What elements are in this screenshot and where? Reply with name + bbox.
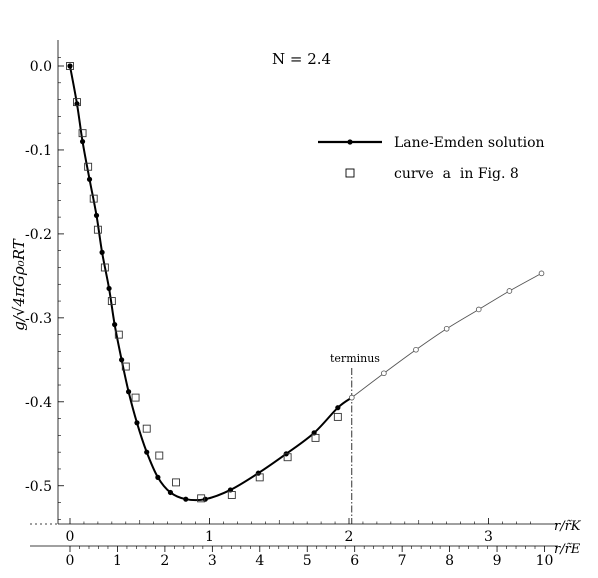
y-tick-label: -0.5 xyxy=(25,479,52,495)
x-tick-label-bottom: 0 xyxy=(66,553,75,569)
data-point-lane-emden xyxy=(106,285,112,292)
data-point-curve-a xyxy=(121,362,130,371)
data-point-lane-emden xyxy=(255,470,261,476)
data-point-continuation xyxy=(381,370,387,377)
data-point-curve-a xyxy=(84,162,93,171)
legend: Lane-Emden solution curve a in Fig. 8 xyxy=(318,135,545,182)
terminus-label: terminus xyxy=(330,352,380,365)
data-point-curve-a xyxy=(78,129,87,138)
legend-dot-lane-emden xyxy=(347,139,353,145)
x-axis-label-top: r/r̃K xyxy=(554,519,582,534)
x-tick-label-bottom: 7 xyxy=(398,553,407,569)
x-tick-label-bottom: 6 xyxy=(350,553,359,569)
x-tick-label-bottom: 8 xyxy=(445,553,454,569)
data-point-lane-emden xyxy=(112,321,118,328)
data-point-curve-a xyxy=(131,393,140,402)
data-point-curve-a xyxy=(66,62,74,70)
x-tick-label-top: 3 xyxy=(484,529,493,545)
y-tick-label: -0.3 xyxy=(25,311,52,327)
data-point-lane-emden xyxy=(93,212,100,219)
chart-title: N = 2.4 xyxy=(272,50,331,68)
x-tick-label-bottom: 9 xyxy=(493,553,502,569)
data-point-lane-emden xyxy=(134,420,140,426)
x-tick-label-bottom: 1 xyxy=(113,553,122,569)
data-point-continuation xyxy=(538,270,545,277)
x-axis-label-bottom: r/r̃E xyxy=(554,542,581,557)
data-point-curve-a xyxy=(114,330,123,339)
data-point-curve-a xyxy=(142,424,151,433)
y-tick-label: 0.0 xyxy=(30,59,52,75)
data-point-lane-emden xyxy=(67,63,73,69)
data-point-curve-a xyxy=(311,433,320,442)
x-tick-label-bottom: 3 xyxy=(208,553,217,569)
data-point-curve-a xyxy=(107,297,116,306)
y-axis-label: g/√4πGρ₀RT xyxy=(10,238,28,330)
legend-label-lane-emden: Lane-Emden solution xyxy=(394,135,545,151)
series-line-lane-emden xyxy=(69,65,353,502)
data-point-curve-a xyxy=(89,194,98,203)
y-tick-label: -0.1 xyxy=(25,143,52,159)
data-point-lane-emden xyxy=(74,101,80,107)
y-tick-label: -0.4 xyxy=(25,395,52,411)
data-point-lane-emden xyxy=(202,496,208,502)
data-point-lane-emden xyxy=(155,474,161,480)
data-point-lane-emden xyxy=(99,249,105,255)
data-point-continuation xyxy=(475,306,482,313)
data-point-continuation xyxy=(413,346,419,353)
data-point-curve-a xyxy=(197,494,206,503)
data-point-curve-a xyxy=(155,451,164,460)
data-point-curve-a xyxy=(73,98,81,107)
data-point-lane-emden xyxy=(79,138,86,145)
x-tick-label-top: 0 xyxy=(66,529,75,545)
series-layer xyxy=(66,62,545,503)
data-point-curve-a xyxy=(283,453,292,462)
data-point-lane-emden xyxy=(167,489,174,496)
data-point-lane-emden xyxy=(119,357,125,363)
data-point-lane-emden xyxy=(144,449,150,455)
x-tick-label-bottom: 10 xyxy=(536,553,554,569)
legend-square-curve-a xyxy=(345,168,355,178)
data-point-curve-a xyxy=(227,491,236,499)
data-point-continuation xyxy=(443,325,450,332)
x-tick-label-bottom: 4 xyxy=(255,553,264,569)
data-point-curve-a xyxy=(255,473,264,482)
legend-label-curve-a: curve a in Fig. 8 xyxy=(394,166,519,182)
x-tick-label-top: 1 xyxy=(205,529,214,545)
x-tick-label-bottom: 2 xyxy=(160,553,169,569)
series-line-continuation xyxy=(351,272,542,398)
data-point-lane-emden xyxy=(125,389,132,395)
data-point-lane-emden xyxy=(86,176,93,182)
data-point-lane-emden xyxy=(183,496,189,502)
data-point-curve-a xyxy=(333,412,342,421)
x-tick-label-bottom: 5 xyxy=(303,553,312,569)
data-point-curve-a xyxy=(100,263,109,272)
data-point-continuation xyxy=(348,394,355,401)
data-point-curve-a xyxy=(93,225,102,234)
data-point-lane-emden xyxy=(335,405,341,411)
axes: 0.0 -0.1 -0.2 -0.3 -0.4 -0.5 0 1 2 3 0 1 2 3 4 5 6 7 8 9 10 xyxy=(25,40,558,569)
y-tick-label: -0.2 xyxy=(25,227,52,243)
x-tick-label-top: 2 xyxy=(345,529,354,545)
data-point-continuation xyxy=(506,288,513,294)
data-point-curve-a xyxy=(172,478,180,487)
